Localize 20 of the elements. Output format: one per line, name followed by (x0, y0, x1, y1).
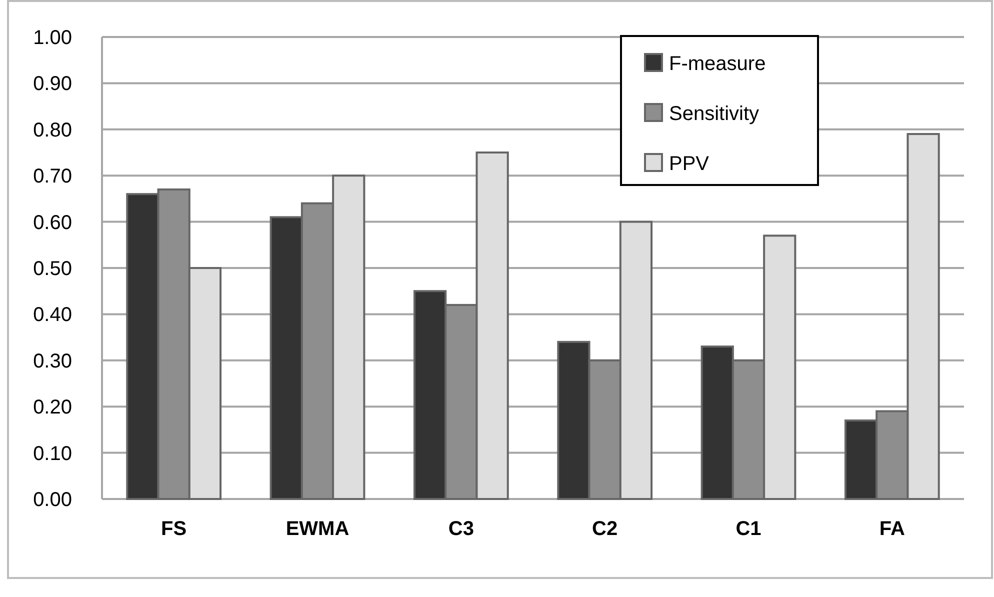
y-tick-label: 0.70 (33, 166, 72, 188)
y-tick-label: 0.30 (33, 350, 72, 372)
y-tick-label: 0.00 (33, 489, 72, 511)
y-tick-label: 0.90 (33, 73, 72, 96)
x-tick-label: C3 (448, 518, 474, 540)
y-tick-label: 0.60 (33, 212, 72, 234)
legend-label: PPV (669, 153, 710, 175)
x-tick-label: FA (879, 518, 905, 540)
x-tick-label: C1 (736, 518, 762, 540)
y-tick-label: 0.80 (33, 119, 72, 142)
x-tick-label: EWMA (286, 518, 350, 540)
y-tick-label: 0.50 (33, 258, 72, 280)
y-tick-label: 1.00 (33, 27, 72, 49)
legend-label: F-measure (669, 53, 766, 75)
y-tick-label: 0.40 (33, 304, 72, 326)
x-tick-label: FS (161, 518, 187, 540)
legend-label: Sensitivity (669, 103, 760, 125)
y-tick-label: 0.10 (33, 442, 72, 465)
x-tick-label: C2 (592, 518, 618, 540)
y-tick-label: 0.20 (33, 396, 72, 419)
